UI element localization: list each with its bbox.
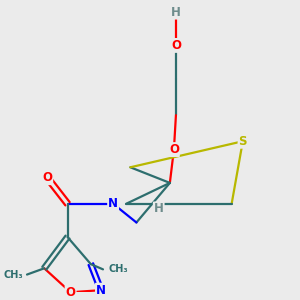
Text: H: H — [171, 6, 181, 19]
Text: O: O — [169, 143, 179, 156]
Text: S: S — [238, 135, 247, 148]
Text: O: O — [66, 286, 76, 299]
Text: N: N — [108, 197, 118, 210]
Text: N: N — [96, 284, 106, 297]
Text: O: O — [171, 39, 181, 52]
Text: CH₃: CH₃ — [109, 264, 128, 274]
Text: O: O — [42, 171, 52, 184]
Text: H: H — [154, 202, 164, 215]
Text: CH₃: CH₃ — [4, 270, 23, 280]
